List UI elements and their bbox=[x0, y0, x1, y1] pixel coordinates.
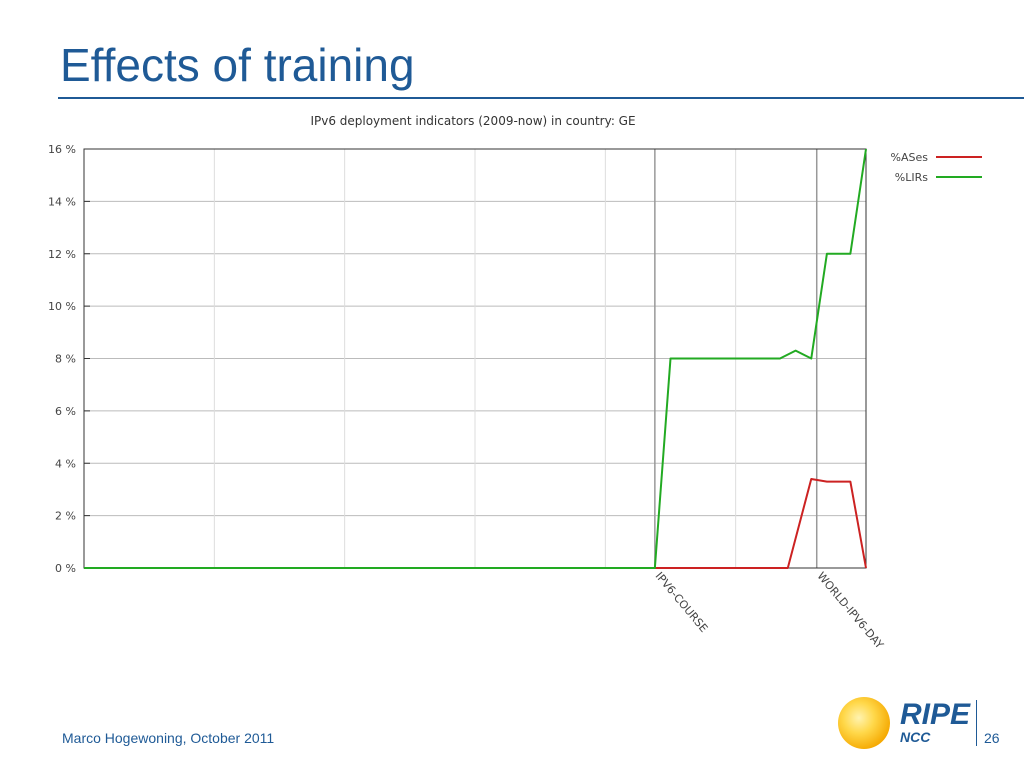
logo-ncc-text: NCC bbox=[900, 729, 931, 745]
sun-logo-icon bbox=[838, 697, 890, 749]
chart-grid bbox=[84, 149, 866, 568]
slide-title: Effects of training bbox=[60, 39, 415, 91]
y-tick-label: 16 % bbox=[48, 143, 76, 156]
chart-title: IPv6 deployment indicators (2009-now) in… bbox=[310, 114, 635, 128]
footer-author: Marco Hogewoning, October 2011 bbox=[62, 730, 275, 746]
title-underline bbox=[58, 97, 1024, 99]
y-tick-label: 10 % bbox=[48, 300, 76, 313]
line-chart: IPv6 deployment indicators (2009-now) in… bbox=[48, 114, 982, 652]
logo-ripe-text: RIPE bbox=[900, 698, 971, 731]
y-tick-label: 4 % bbox=[55, 457, 76, 470]
series-line bbox=[84, 148, 867, 569]
chart-annotations: IPV6-COURSE WORLD-IPV6-DAY bbox=[653, 149, 886, 652]
y-tick-label: 2 % bbox=[55, 510, 76, 523]
y-axis-ticks: 0 % 2 % 4 % 6 % 8 % 10 % 12 % 14 % 16 % bbox=[48, 143, 90, 575]
chart-legend: %ASes %LIRs bbox=[891, 151, 982, 184]
event-marker-label: WORLD-IPV6-DAY bbox=[814, 570, 886, 652]
legend-label: %LIRs bbox=[895, 171, 928, 184]
footer-divider bbox=[976, 700, 977, 746]
event-marker-label: IPV6-COURSE bbox=[653, 570, 711, 635]
ripe-ncc-logo: RIPE NCC bbox=[838, 697, 978, 753]
y-tick-label: 8 % bbox=[55, 353, 76, 366]
y-tick-label: 14 % bbox=[48, 195, 76, 208]
legend-label: %ASes bbox=[891, 151, 929, 164]
page-number: 26 bbox=[984, 730, 1000, 746]
y-tick-label: 6 % bbox=[55, 405, 76, 418]
y-tick-label: 12 % bbox=[48, 248, 76, 261]
chart-series bbox=[84, 148, 867, 569]
y-tick-label: 0 % bbox=[55, 562, 76, 575]
